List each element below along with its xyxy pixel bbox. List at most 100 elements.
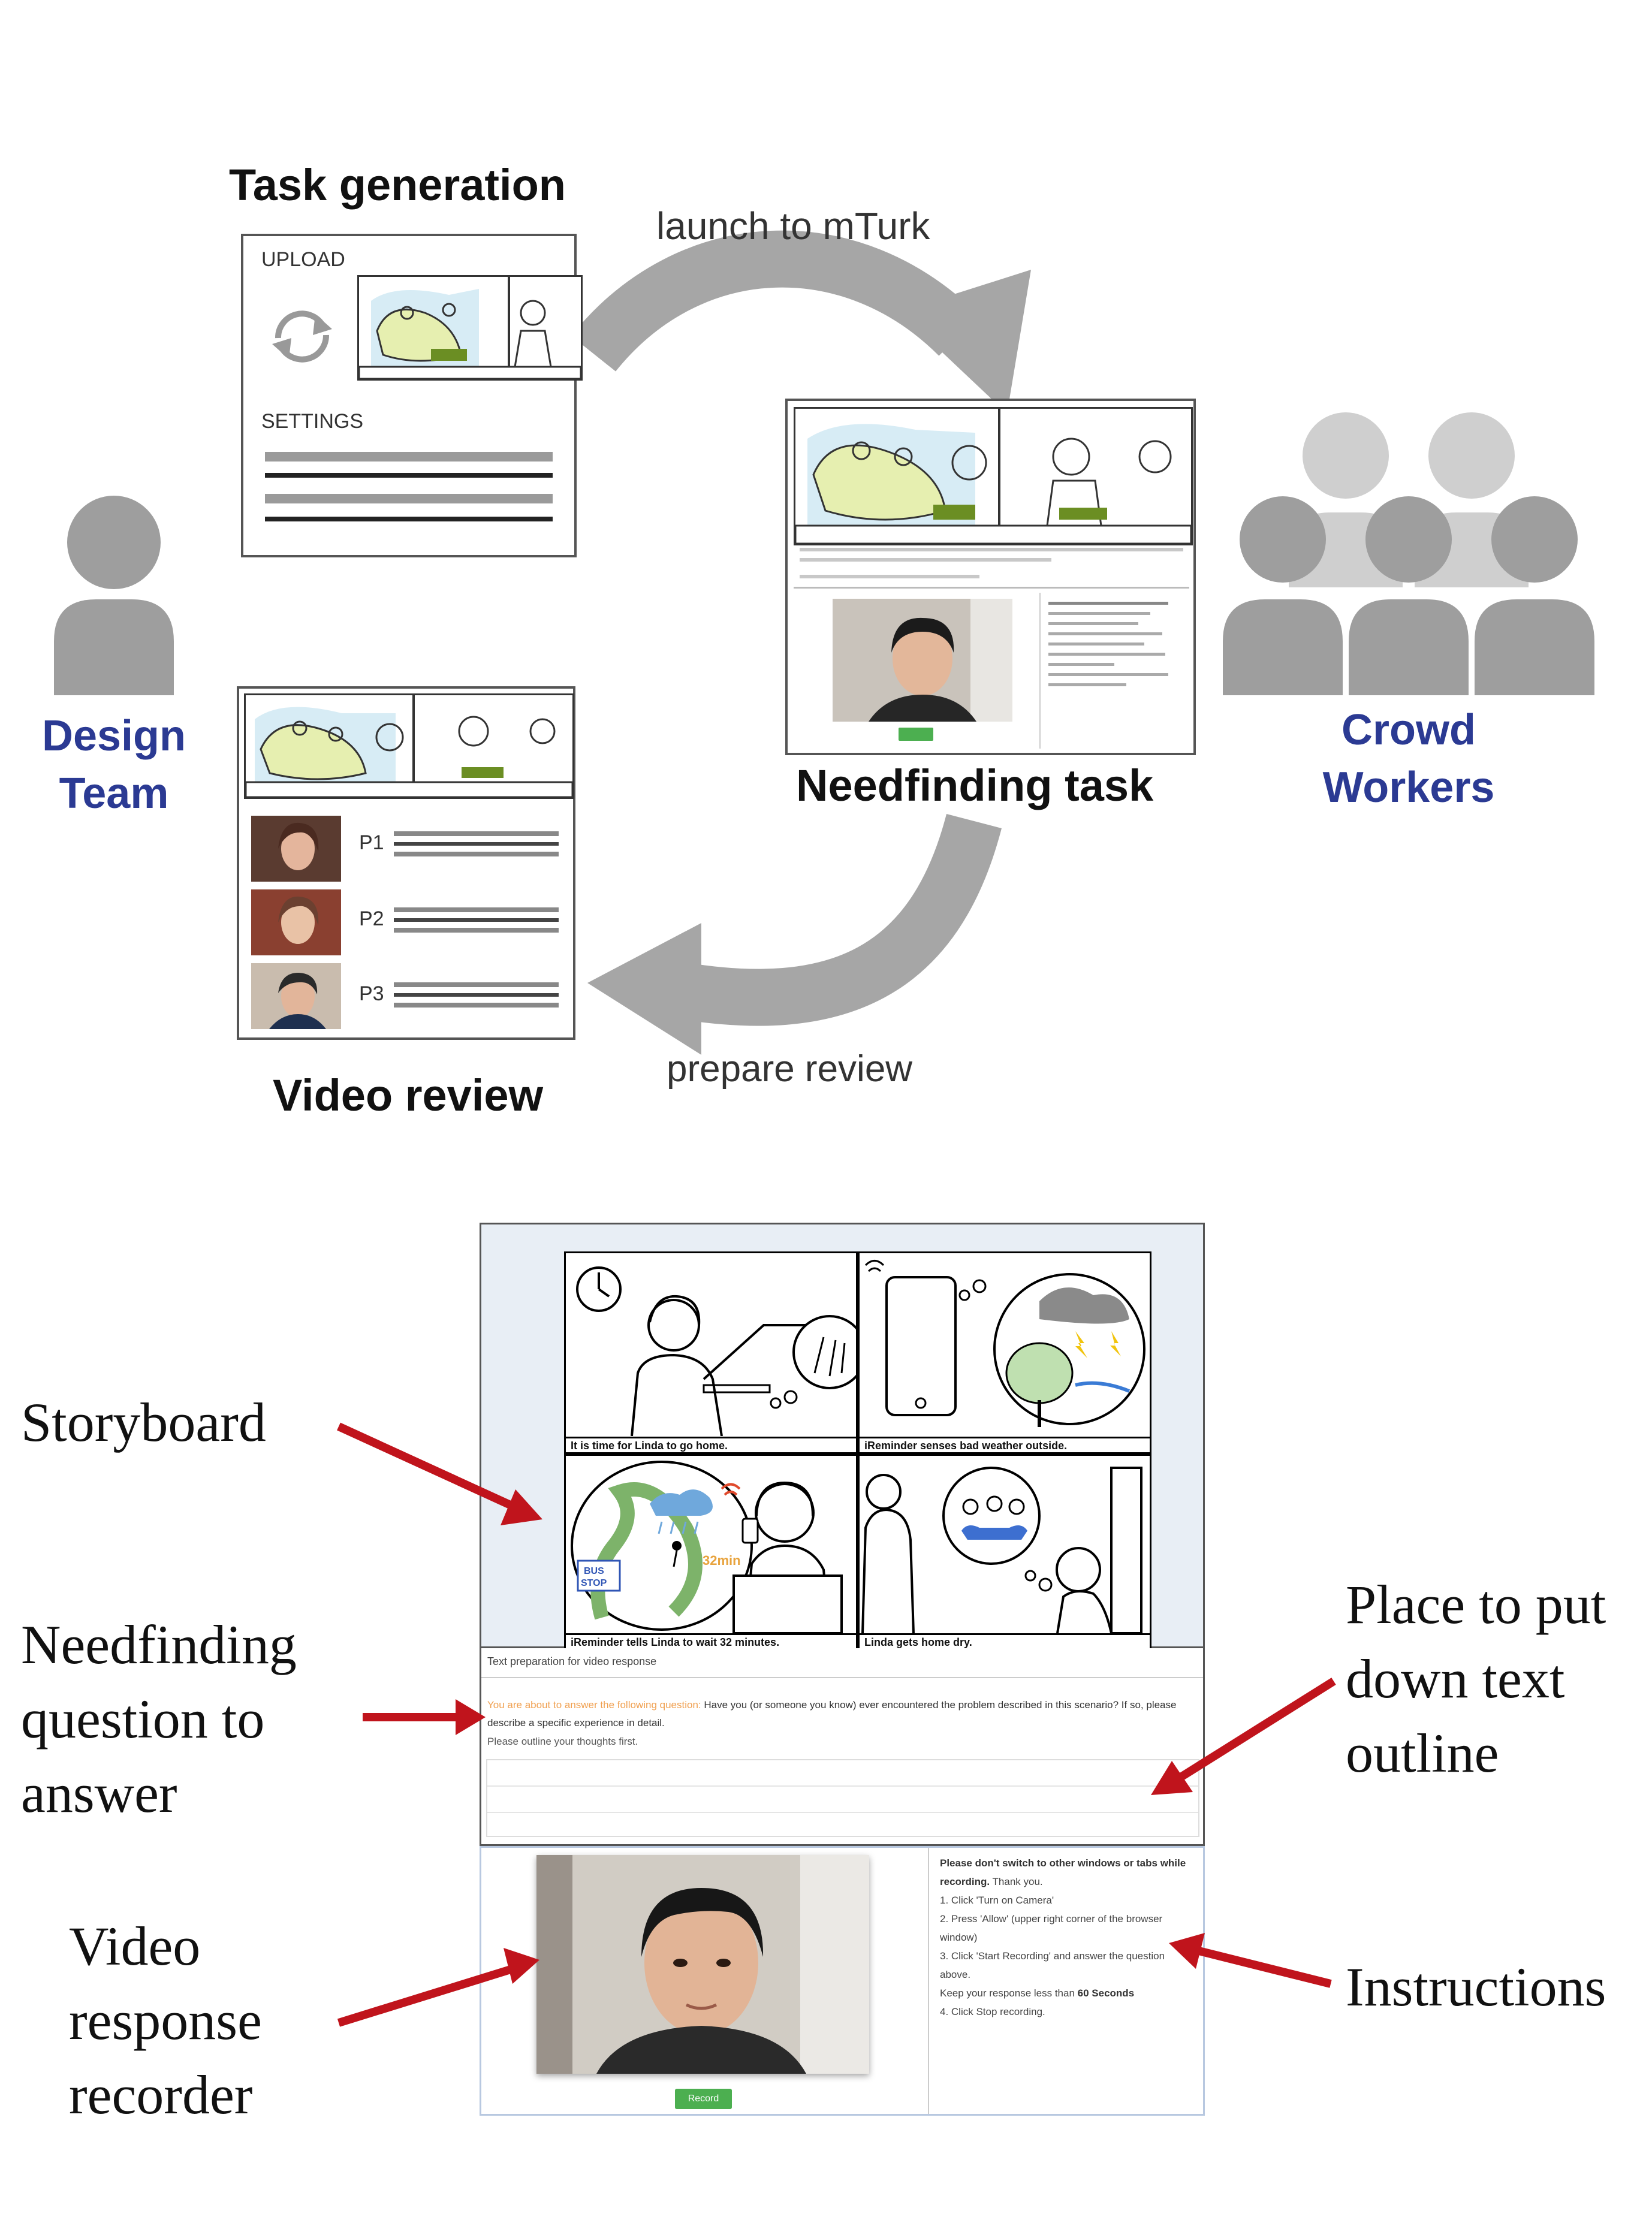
instructions-keep-bold: 60 Seconds (1077, 1987, 1135, 1999)
callout-storyboard: Storyboard (21, 1392, 266, 1453)
callout-question-line3: answer (21, 1763, 177, 1824)
task-generation-title: Task generation (229, 160, 566, 210)
storyboard-panel-4: Linda gets home dry. (858, 1454, 1151, 1651)
launch-arrowhead (899, 270, 1031, 414)
participant-label-p2: P2 (359, 907, 384, 930)
crowd-workers-label-line1: Crowd (1342, 706, 1476, 754)
needfinding-task-title: Needfinding task (796, 761, 1154, 810)
text-prep-title: Text preparation for video response (487, 1655, 657, 1667)
instructions-block: Please don't switch to other windows or … (940, 1854, 1198, 2021)
storyboard-thumbnail (357, 275, 583, 381)
needfinding-column-divider (1039, 593, 1041, 749)
participant-notes-p2 (394, 907, 559, 933)
participant-thumb-p2 (251, 889, 341, 955)
needfinding-instructions-lines (1048, 602, 1180, 693)
participant-notes-p1 (394, 831, 559, 856)
callout-instructions: Instructions (1346, 1956, 1606, 2017)
upload-label: UPLOAD (261, 248, 345, 271)
callout-video-line2: response (69, 1990, 262, 2051)
instructions-step-3: 3. Click 'Start Recording' and answer th… (940, 1950, 1165, 1980)
crowd-workers-icon (1223, 412, 1594, 695)
callout-outline-line1: Place to put (1346, 1574, 1606, 1635)
participant-label-p1: P1 (359, 831, 384, 854)
needfinding-webcam-thumb (833, 599, 1012, 722)
storyboard-caption-1: It is time for Linda to go home. (566, 1437, 856, 1452)
storyboard-panel-3: BUS STOP 32min iReminder tells Linda to … (564, 1454, 858, 1651)
storyboard-caption-4: Linda gets home dry. (860, 1633, 1150, 1649)
participant-notes-p3 (394, 982, 559, 1008)
needfinding-storyboard-strip (794, 407, 1193, 545)
instructions-lead-bold: Please don't switch to other windows or … (940, 1857, 1186, 1887)
callout-question: Needfinding question to answer (21, 1607, 297, 1830)
video-review-title: Video review (273, 1070, 544, 1120)
instructions-callout-arrow (1198, 1947, 1332, 1988)
storyboard-section: It is time for Linda to go home. iRemind… (480, 1223, 1205, 1651)
design-team-person-icon (54, 496, 174, 695)
launch-label: launch to mTurk (656, 204, 930, 248)
needfinding-record-button (899, 728, 933, 741)
question-block: You are about to answer the following qu… (487, 1696, 1195, 1732)
needfinding-divider (794, 587, 1189, 589)
refresh-icon (272, 310, 332, 363)
outline-callout-arrow (1178, 1678, 1336, 1781)
video-callout-arrow (337, 1965, 514, 2027)
settings-label: SETTINGS (261, 410, 364, 433)
instructions-lead-rest: Thank you. (992, 1876, 1043, 1887)
storyboard-panel-2: iReminder senses bad weather outside. (858, 1251, 1151, 1454)
storyboard-callout-arrow (337, 1422, 517, 1512)
settings-line (265, 494, 553, 503)
question-hint: Please outline your thoughts first. (487, 1736, 638, 1747)
record-button[interactable]: Record (675, 2089, 732, 2109)
task-generation-panel: UPLOAD SETTINGS (241, 234, 583, 557)
settings-line (265, 517, 553, 521)
needfinding-ui-screenshot: It is time for Linda to go home. iRemind… (480, 1223, 1205, 2116)
prepare-arrow (666, 813, 1002, 1026)
callout-outline-line2: down text (1346, 1648, 1565, 1709)
workflow-arrows (571, 230, 1031, 1055)
instructions-step-1: 1. Click 'Turn on Camera' (940, 1895, 1054, 1906)
instructions-keep-prefix: Keep your response less than (940, 1987, 1075, 1999)
storyboard-caption-2: iReminder senses bad weather outside. (860, 1437, 1150, 1452)
callout-video: Video response recorder (69, 1909, 262, 2132)
callout-video-line1: Video (69, 1916, 201, 1977)
storyboard-busstop-line2: STOP (581, 1578, 607, 1588)
design-team-label-line1: Design (41, 712, 186, 760)
needfinding-task-panel (785, 399, 1196, 755)
needfinding-text-line (800, 575, 979, 578)
callout-outline-line3: outline (1346, 1723, 1499, 1784)
callout-video-line3: recorder (69, 2064, 253, 2125)
needfinding-text-line (800, 548, 1183, 551)
instructions-step-2: 2. Press 'Allow' (upper right corner of … (940, 1913, 1163, 1943)
crowd-workers-label: Crowd Workers (1295, 701, 1523, 816)
callout-question-line1: Needfinding (21, 1614, 297, 1675)
text-prep-section: Text preparation for video response You … (480, 1648, 1205, 1846)
video-review-panel: P1 P2 P3 (237, 686, 575, 1040)
participant-thumb-p1 (251, 816, 341, 882)
design-team-label-line2: Team (59, 770, 169, 818)
participant-label-p3: P3 (359, 982, 384, 1005)
needfinding-text-line (800, 558, 1051, 562)
callout-arrows (337, 1422, 1336, 2027)
webcam-preview (536, 1855, 869, 2074)
storyboard-busstop-line1: BUS (584, 1566, 604, 1576)
prepare-review-label: prepare review (667, 1048, 913, 1090)
storyboard-panel-1: It is time for Linda to go home. (564, 1251, 858, 1454)
text-prep-divider (481, 1677, 1203, 1678)
design-team-label: Design Team (18, 707, 210, 822)
video-review-storyboard-strip (244, 693, 574, 799)
video-section: Record Please don't switch to other wind… (480, 1846, 1205, 2116)
callout-question-line2: question to (21, 1688, 265, 1750)
question-text: Have you (or someone you know) ever enco… (487, 1699, 1177, 1729)
callout-outline: Place to put down text outline (1346, 1567, 1606, 1790)
crowd-workers-label-line2: Workers (1322, 764, 1495, 812)
outline-textarea[interactable] (486, 1759, 1199, 1837)
settings-line (265, 473, 553, 478)
question-prefix: You are about to answer the following qu… (487, 1699, 701, 1711)
storyboard-caption-3: iReminder tells Linda to wait 32 minutes… (566, 1633, 856, 1649)
storyboard-wait-badge: 32min (703, 1553, 741, 1568)
video-section-divider (928, 1848, 929, 2114)
instructions-step-4: 4. Click Stop recording. (940, 2006, 1045, 2017)
participant-thumb-p3 (251, 963, 341, 1029)
launch-arrow (571, 230, 979, 372)
prepare-arrowhead (587, 923, 701, 1055)
